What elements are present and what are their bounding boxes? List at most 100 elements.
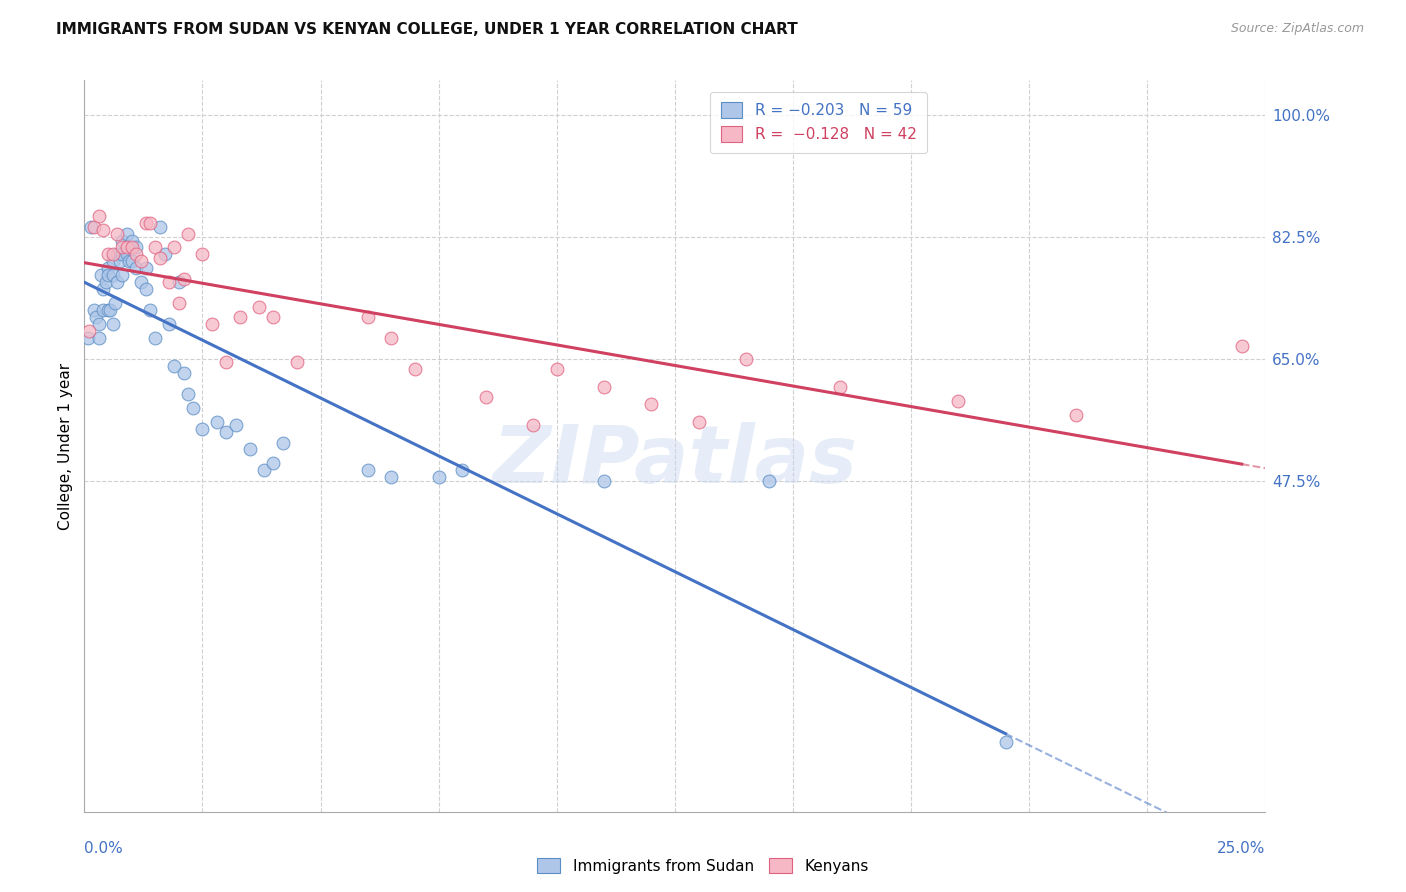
Point bbox=[229, 310, 252, 325]
Point bbox=[129, 275, 152, 289]
Point bbox=[101, 254, 124, 268]
Point bbox=[546, 362, 568, 376]
Point bbox=[247, 300, 270, 314]
Point bbox=[101, 268, 124, 283]
Point bbox=[107, 227, 129, 241]
Text: Source: ZipAtlas.com: Source: ZipAtlas.com bbox=[1230, 22, 1364, 36]
Point bbox=[1230, 339, 1253, 353]
Text: 25.0%: 25.0% bbox=[1218, 841, 1265, 856]
Point bbox=[451, 463, 474, 477]
Point bbox=[201, 317, 224, 331]
Point bbox=[87, 317, 110, 331]
Point bbox=[84, 310, 107, 325]
Point bbox=[380, 331, 402, 345]
Point bbox=[125, 261, 148, 276]
Point bbox=[121, 240, 143, 254]
Point bbox=[593, 380, 616, 394]
Point bbox=[98, 303, 121, 318]
Point bbox=[101, 317, 124, 331]
Point bbox=[94, 275, 117, 289]
Point bbox=[97, 268, 120, 283]
Point bbox=[135, 216, 157, 230]
Point bbox=[157, 275, 180, 289]
Point bbox=[225, 418, 247, 433]
Point bbox=[830, 380, 852, 394]
Text: IMMIGRANTS FROM SUDAN VS KENYAN COLLEGE, UNDER 1 YEAR CORRELATION CHART: IMMIGRANTS FROM SUDAN VS KENYAN COLLEGE,… bbox=[56, 22, 799, 37]
Point bbox=[262, 310, 284, 325]
Point bbox=[262, 457, 284, 471]
Point bbox=[90, 268, 112, 283]
Point bbox=[83, 303, 105, 318]
Point bbox=[173, 272, 195, 286]
Point bbox=[87, 331, 110, 345]
Point bbox=[135, 282, 157, 296]
Point bbox=[593, 474, 616, 488]
Point bbox=[177, 386, 200, 401]
Point bbox=[215, 425, 238, 439]
Point bbox=[191, 421, 214, 435]
Point bbox=[640, 397, 662, 411]
Point bbox=[163, 359, 186, 373]
Point bbox=[191, 247, 214, 261]
Point bbox=[83, 219, 105, 234]
Point bbox=[239, 442, 262, 457]
Point bbox=[380, 470, 402, 484]
Point bbox=[121, 234, 143, 248]
Point bbox=[121, 254, 143, 268]
Point bbox=[758, 474, 780, 488]
Point bbox=[139, 303, 162, 318]
Point bbox=[427, 470, 450, 484]
Point bbox=[1066, 408, 1088, 422]
Point bbox=[77, 324, 100, 338]
Point bbox=[111, 247, 134, 261]
Point bbox=[153, 247, 176, 261]
Y-axis label: College, Under 1 year: College, Under 1 year bbox=[58, 362, 73, 530]
Point bbox=[104, 296, 127, 310]
Point bbox=[167, 275, 190, 289]
Point bbox=[97, 247, 120, 261]
Legend: R = −0.203   N = 59, R =  −0.128   N = 42: R = −0.203 N = 59, R = −0.128 N = 42 bbox=[710, 92, 927, 153]
Point bbox=[111, 268, 134, 283]
Point bbox=[149, 251, 172, 265]
Point bbox=[129, 254, 152, 268]
Point bbox=[173, 366, 195, 380]
Point bbox=[139, 216, 162, 230]
Point bbox=[357, 463, 380, 477]
Point bbox=[177, 227, 200, 241]
Point bbox=[101, 247, 124, 261]
Point bbox=[215, 355, 238, 369]
Point bbox=[107, 275, 129, 289]
Point bbox=[734, 351, 756, 366]
Point bbox=[285, 355, 308, 369]
Point bbox=[80, 219, 103, 234]
Point bbox=[143, 240, 166, 254]
Point bbox=[87, 209, 110, 223]
Point bbox=[97, 303, 120, 318]
Point bbox=[163, 240, 186, 254]
Point bbox=[167, 296, 190, 310]
Point bbox=[135, 261, 157, 276]
Point bbox=[205, 415, 228, 429]
Text: 0.0%: 0.0% bbox=[84, 841, 124, 856]
Point bbox=[118, 254, 141, 268]
Point bbox=[125, 240, 148, 254]
Point bbox=[271, 435, 294, 450]
Point bbox=[357, 310, 380, 325]
Point bbox=[77, 331, 100, 345]
Point bbox=[115, 247, 138, 261]
Point bbox=[108, 254, 131, 268]
Point bbox=[143, 331, 166, 345]
Text: ZIPatlas: ZIPatlas bbox=[492, 422, 858, 500]
Point bbox=[475, 390, 498, 404]
Point bbox=[91, 282, 114, 296]
Point bbox=[522, 418, 544, 433]
Point bbox=[97, 261, 120, 276]
Point bbox=[157, 317, 180, 331]
Point bbox=[111, 234, 134, 248]
Point bbox=[125, 247, 148, 261]
Point bbox=[948, 393, 970, 408]
Point bbox=[688, 415, 710, 429]
Point bbox=[91, 223, 114, 237]
Point bbox=[107, 247, 129, 261]
Point bbox=[115, 227, 138, 241]
